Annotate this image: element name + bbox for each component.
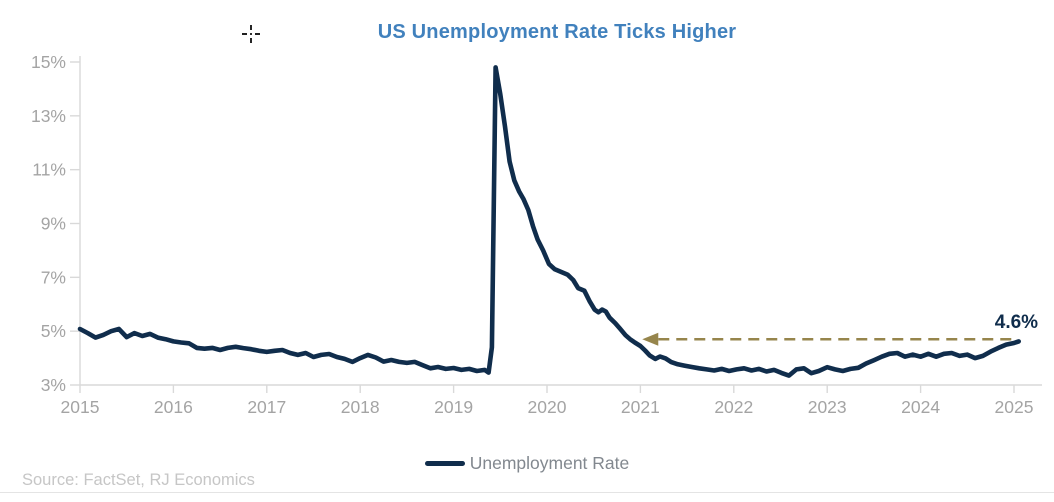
y-axis-label: 5%: [41, 321, 66, 341]
x-axis-label: 2021: [621, 397, 660, 417]
x-axis-label: 2025: [995, 397, 1034, 417]
x-axis-label: 2018: [341, 397, 380, 417]
x-axis-label: 2019: [434, 397, 473, 417]
crosshair-cursor: [242, 25, 260, 43]
x-axis-label: 2020: [528, 397, 567, 417]
legend: Unemployment Rate: [0, 452, 1054, 474]
x-axis-label: 2023: [808, 397, 847, 417]
y-axis-label: 7%: [41, 267, 66, 287]
x-axis-label: 2016: [154, 397, 193, 417]
annotation-label: 4.6%: [995, 312, 1038, 333]
annotation-arrow-head: [642, 332, 659, 346]
x-axis-label: 2024: [901, 397, 940, 417]
y-axis-label: 13%: [31, 106, 66, 126]
x-axis-label: 2017: [247, 397, 286, 417]
y-axis-label: 11%: [32, 160, 66, 180]
y-axis-label: 3%: [41, 375, 66, 395]
y-axis-label: 9%: [41, 214, 66, 234]
legend-label: Unemployment Rate: [469, 452, 630, 473]
chart-title: US Unemployment Rate Ticks Higher: [377, 21, 737, 43]
plot-area: 3% 5% 7% 9% 11% 13% 15% 2015 2016 2017 2018 2019 202…: [31, 52, 1042, 417]
unemployment-rate-line: [77, 65, 1022, 378]
x-axis-label: 2015: [61, 397, 100, 417]
source-note: Source: FactSet, RJ Economics: [22, 471, 255, 489]
y-axis-label: 15%: [31, 52, 66, 72]
legend-line-swatch: [424, 460, 465, 466]
bottom-divider: [0, 492, 1054, 493]
crosshair-strokes: [242, 25, 260, 43]
x-axis-label: 2022: [714, 397, 753, 417]
crosshair-center-dot: [250, 33, 252, 35]
